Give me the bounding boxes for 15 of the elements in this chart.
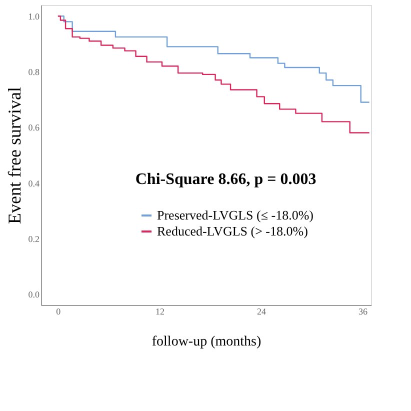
x-tick-label: 12 [155, 306, 164, 316]
y-tick-label: 1.0 [28, 12, 40, 22]
y-axis-title: Event free survival [4, 87, 24, 224]
x-tick-label: 24 [257, 306, 266, 316]
y-tick-label: 0.4 [28, 178, 40, 188]
annotation: Chi-Square 8.66, p = 0.003 [135, 171, 316, 188]
y-tick-label: 0.6 [28, 122, 40, 133]
y-tick-label: 0.2 [28, 234, 40, 244]
y-tick-label: 0.0 [28, 289, 40, 300]
x-tick-label: 0 [56, 306, 62, 316]
x-axis-title: follow-up (months) [152, 334, 262, 350]
x-tick-label: 36 [358, 306, 368, 316]
y-tick-label: 0.8 [28, 67, 40, 78]
legend-label: Preserved-LVGLS (≤ -18.0%) [157, 208, 314, 222]
legend-label: Reduced-LVGLS (> -18.0%) [157, 224, 308, 238]
